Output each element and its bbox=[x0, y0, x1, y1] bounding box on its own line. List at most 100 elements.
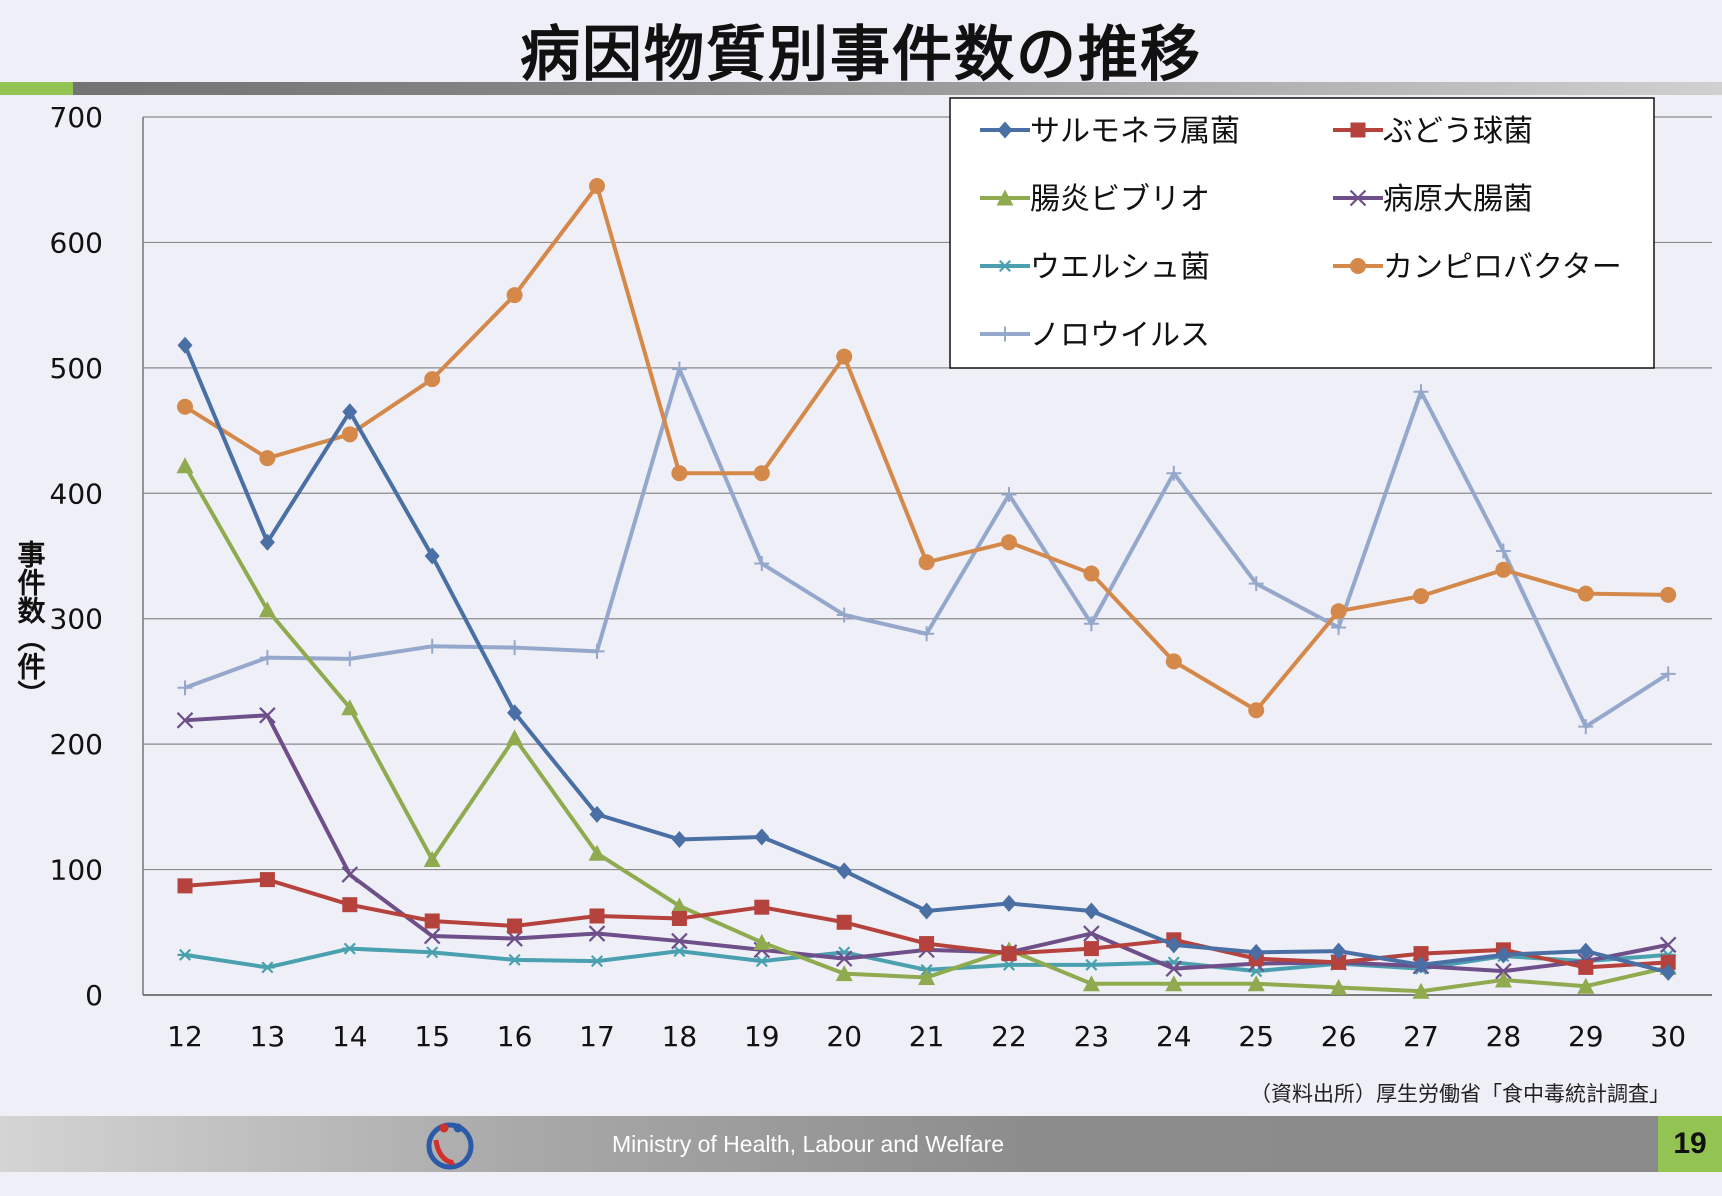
data-point bbox=[1083, 958, 1099, 971]
data-point bbox=[1331, 942, 1347, 960]
x-tick-label: 15 bbox=[414, 1020, 450, 1053]
x-tick-label: 27 bbox=[1403, 1020, 1439, 1053]
slide-title: 病因物質別事件数の推移 bbox=[520, 20, 1202, 90]
data-point bbox=[588, 844, 606, 861]
data-point bbox=[1660, 963, 1676, 981]
data-point bbox=[342, 651, 358, 667]
data-point bbox=[1001, 534, 1017, 551]
data-point bbox=[1165, 975, 1183, 992]
x-tick-label: 24 bbox=[1156, 1020, 1192, 1053]
data-point bbox=[341, 426, 358, 443]
data-point bbox=[1495, 543, 1511, 559]
legend-label: サルモネラ属菌 bbox=[1030, 114, 1240, 149]
data-point bbox=[589, 805, 605, 823]
data-point bbox=[176, 712, 194, 729]
legend-item: 腸炎ビブリオ bbox=[980, 182, 1210, 217]
data-point bbox=[754, 556, 770, 572]
y-tick-label: 300 bbox=[50, 603, 103, 636]
data-point bbox=[836, 348, 853, 365]
data-point bbox=[1083, 616, 1099, 632]
x-tick-label: 14 bbox=[332, 1020, 368, 1053]
data-point bbox=[177, 878, 193, 894]
x-tick-label: 23 bbox=[1074, 1020, 1110, 1053]
data-point bbox=[1083, 941, 1099, 957]
data-point bbox=[919, 902, 935, 920]
legend-label: カンピロバクター bbox=[1383, 250, 1622, 285]
data-point bbox=[754, 955, 770, 968]
x-tick-label: 25 bbox=[1238, 1020, 1274, 1053]
data-point bbox=[997, 326, 1013, 342]
data-point bbox=[671, 932, 688, 950]
data-point bbox=[1660, 586, 1677, 603]
data-point bbox=[1577, 977, 1595, 994]
x-tick-label: 30 bbox=[1650, 1020, 1686, 1053]
data-point bbox=[836, 914, 852, 930]
data-point bbox=[342, 942, 358, 955]
x-tick-label: 18 bbox=[662, 1020, 698, 1053]
y-tick-label: 0 bbox=[85, 979, 103, 1012]
data-point bbox=[997, 121, 1013, 139]
data-point bbox=[997, 259, 1013, 273]
data-point bbox=[589, 177, 605, 194]
data-point bbox=[259, 961, 275, 974]
x-tick-label: 28 bbox=[1486, 1020, 1522, 1053]
data-point bbox=[1331, 619, 1347, 635]
data-point bbox=[671, 910, 687, 926]
x-tick-label: 29 bbox=[1568, 1020, 1604, 1053]
data-point bbox=[753, 465, 770, 482]
series-diamond bbox=[177, 336, 1676, 981]
data-point bbox=[507, 953, 523, 966]
data-point bbox=[1001, 487, 1017, 503]
data-point bbox=[423, 851, 441, 868]
data-point bbox=[1350, 122, 1366, 138]
legend-label: 腸炎ビブリオ bbox=[1030, 182, 1210, 217]
data-point bbox=[754, 899, 770, 915]
data-point bbox=[1083, 925, 1100, 942]
data-point bbox=[836, 607, 852, 623]
legend-item: サルモネラ属菌 bbox=[980, 114, 1240, 149]
data-point bbox=[176, 457, 194, 474]
data-point bbox=[1001, 894, 1017, 912]
data-point bbox=[1083, 565, 1100, 582]
data-point bbox=[835, 965, 853, 982]
data-point bbox=[424, 547, 440, 565]
data-point bbox=[506, 729, 524, 746]
data-point bbox=[1413, 946, 1429, 962]
data-point bbox=[1248, 943, 1264, 961]
data-point bbox=[1001, 946, 1017, 962]
data-point bbox=[1165, 653, 1182, 670]
legend-item: カンピロバクター bbox=[1333, 250, 1622, 285]
data-point bbox=[1248, 702, 1265, 719]
series-circle bbox=[177, 177, 1677, 719]
data-point bbox=[177, 336, 193, 354]
y-tick-label: 100 bbox=[50, 854, 103, 887]
data-point bbox=[836, 862, 852, 880]
data-point bbox=[424, 371, 441, 388]
data-point bbox=[341, 866, 359, 883]
grid-lines bbox=[143, 116, 1712, 871]
ministry-name: Ministry of Health, Labour and Welfare bbox=[612, 1131, 1005, 1157]
ministry-logo-icon bbox=[426, 1122, 474, 1170]
x-tick-label: 12 bbox=[167, 1020, 203, 1053]
legend-item: ノロウイルス bbox=[980, 318, 1210, 353]
x-tick-label: 17 bbox=[579, 1020, 615, 1053]
data-point bbox=[1330, 978, 1348, 995]
series-line bbox=[184, 367, 1670, 729]
data-point bbox=[996, 189, 1014, 206]
data-point bbox=[1330, 603, 1347, 620]
y-tick-label: 200 bbox=[50, 728, 103, 761]
data-point bbox=[835, 950, 853, 967]
data-point bbox=[918, 554, 935, 571]
line-chart: 0 100 200 300 400 500 600 700 12 13 14 15 16 17 18 19 20… bbox=[14, 97, 1712, 1053]
y-tick-label: 600 bbox=[50, 226, 103, 259]
data-point bbox=[177, 948, 193, 961]
axes: 0 100 200 300 400 500 600 700 12 13 14 15 16 17 18 19 20… bbox=[50, 101, 1712, 1053]
data-point bbox=[753, 933, 771, 950]
data-point bbox=[1578, 719, 1594, 735]
data-point bbox=[507, 640, 523, 656]
data-point bbox=[259, 533, 275, 551]
x-tick-label: 20 bbox=[826, 1020, 862, 1053]
data-point bbox=[1166, 465, 1182, 481]
legend-label: ノロウイルス bbox=[1030, 318, 1210, 353]
